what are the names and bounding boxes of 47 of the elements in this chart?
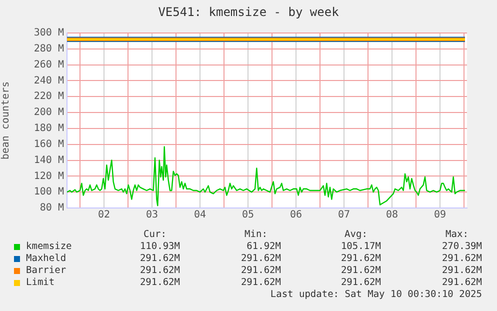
y-tick-label: 100 M	[34, 186, 64, 198]
y-tick-label: 240 M	[34, 75, 64, 86]
x-tick-label: 07	[338, 210, 350, 221]
text: Max:	[444, 229, 470, 240]
legend-label: Limit	[26, 277, 55, 288]
y-tick-label: 260 M	[34, 59, 64, 70]
text: 291.62M	[140, 265, 180, 276]
text: 291.62M	[442, 253, 482, 264]
text: Avg:	[344, 229, 368, 240]
text: 291.62M	[442, 277, 482, 288]
y-tick-label: 180 M	[34, 123, 64, 134]
y-tick-label: 120 M	[34, 170, 64, 182]
text: 291.62M	[140, 253, 180, 264]
y-tick-label: 160 M	[34, 138, 64, 150]
x-tick-label: 06	[290, 210, 302, 221]
y-tick-label: 300 M	[34, 28, 64, 39]
y-tick-label: 200 M	[34, 107, 64, 118]
text: 291.62M	[240, 253, 281, 264]
y-tick-label: 280 M	[34, 44, 64, 55]
legend-label: kmemsize	[26, 241, 72, 252]
text: Min:	[244, 229, 268, 240]
text: 105.17M	[340, 241, 381, 252]
y-tick-label: 80 M	[40, 202, 64, 214]
text: Last update: Sat May 10 00:30:10 2025	[270, 289, 482, 300]
x-tick-label: 02	[98, 210, 110, 221]
text: 291.62M	[442, 265, 482, 276]
y-axis-title: bean counters	[0, 81, 12, 160]
text: 291.62M	[240, 277, 281, 288]
legend-label: Barrier	[26, 265, 66, 276]
text: 270.39M	[442, 241, 482, 252]
text: Cur:	[142, 229, 168, 240]
text: 110.93M	[140, 241, 180, 252]
text: 291.62M	[240, 265, 281, 276]
text: 291.62M	[340, 277, 381, 288]
y-tick-label: 220 M	[34, 91, 64, 102]
chart-title: VE541: kmemsize - by week	[157, 5, 340, 19]
text: 291.62M	[140, 277, 180, 288]
x-tick-label: 03	[146, 210, 158, 221]
x-tick-label: 05	[242, 210, 254, 221]
text: 61.92M	[246, 241, 281, 252]
text: 291.62M	[340, 253, 381, 264]
y-tick-label: 140 M	[34, 154, 64, 166]
x-tick-label: 09	[434, 210, 446, 221]
x-tick-label: 08	[386, 210, 398, 221]
text: 291.62M	[340, 265, 381, 276]
x-tick-label: 04	[194, 210, 206, 221]
legend-label: Maxheld	[26, 253, 66, 264]
